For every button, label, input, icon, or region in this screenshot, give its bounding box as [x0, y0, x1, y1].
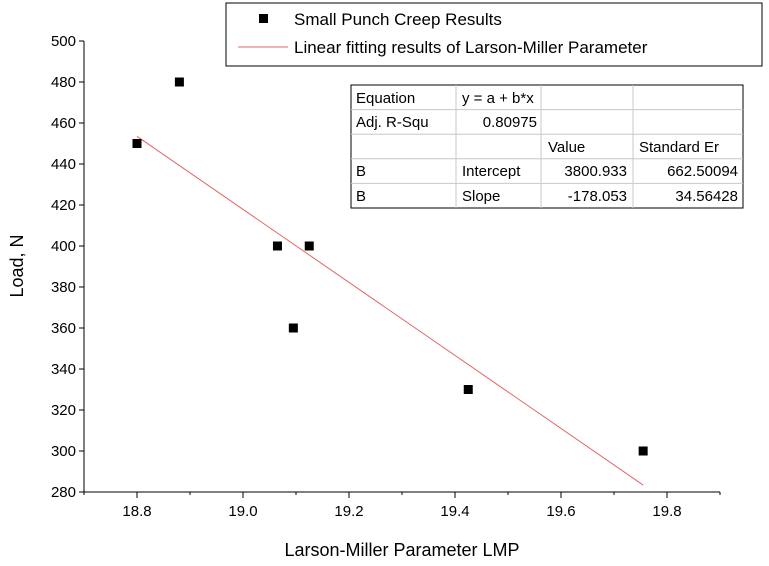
y-tick-label: 340 — [51, 361, 76, 378]
fit-table-cell: 662.50094 — [667, 163, 738, 180]
y-tick-label: 320 — [51, 402, 76, 419]
fit-table: Equation y = a + b*x Adj. R-Squ 0.80975 … — [350, 84, 744, 209]
data-points — [132, 77, 648, 456]
y-tick-label: 420 — [51, 197, 76, 214]
y-tick-label: 440 — [51, 156, 76, 173]
legend-marker-square — [259, 14, 268, 23]
data-point — [132, 139, 142, 148]
fit-table-border — [350, 84, 744, 209]
legend-box — [225, 2, 763, 67]
data-point — [272, 241, 282, 251]
y-axis-title: Load, N — [7, 234, 27, 297]
x-tick-label: 19.0 — [228, 503, 257, 520]
y-tick-label: 280 — [51, 484, 76, 501]
fit-table-cell: y = a + b*x — [462, 90, 534, 107]
y-tick-label: 460 — [51, 115, 76, 132]
y-tick-label: 360 — [51, 320, 76, 337]
y-tick-label: 480 — [51, 74, 76, 91]
fit-table-cell: Standard Er — [639, 139, 719, 156]
data-point — [174, 77, 184, 87]
fit-table-cell: B — [356, 163, 366, 180]
y-tick-label: 380 — [51, 279, 76, 296]
fit-table-cell: B — [356, 188, 366, 205]
fit-table-gridlines — [351, 85, 743, 208]
fit-table-cell: -178.053 — [568, 188, 627, 205]
fit-table-cell: 34.56428 — [675, 188, 738, 205]
fit-table-cell: Equation — [356, 90, 415, 107]
fit-table-cell: Slope — [462, 188, 500, 205]
x-axis-title: Larson-Miller Parameter LMP — [284, 540, 519, 560]
data-point — [463, 385, 473, 394]
legend-label-fit: Linear fitting results of Larson-Miller … — [294, 38, 648, 57]
fit-table-cell: Adj. R-Squ — [356, 114, 429, 131]
y-ticks: 280 300 320 340 360 380 400 420 440 460 480 500 — [51, 33, 84, 501]
y-tick-label: 300 — [51, 443, 76, 460]
x-tick-label: 18.8 — [122, 503, 151, 520]
data-point — [288, 323, 298, 333]
fit-table-cell: 3800.933 — [564, 163, 627, 180]
x-tick-label: 19.8 — [652, 503, 681, 520]
data-point — [638, 446, 648, 456]
x-tick-label: 19.4 — [440, 503, 469, 520]
fit-table-cell: 0.80975 — [483, 114, 537, 131]
fit-line-group — [136, 135, 644, 486]
x-tick-label: 19.6 — [546, 503, 575, 520]
y-tick-label: 500 — [51, 33, 76, 50]
x-ticks: 18.8 19.0 19.2 19.4 19.6 19.8 — [83, 492, 721, 520]
legend-label-points: Small Punch Creep Results — [294, 10, 502, 29]
legend: Small Punch Creep Results Linear fitting… — [225, 2, 763, 67]
fit-line — [136, 135, 644, 486]
x-tick-label: 19.2 — [334, 503, 363, 520]
fit-table-cell: Intercept — [462, 163, 521, 180]
data-point — [304, 241, 314, 251]
fit-table-cell: Value — [548, 139, 585, 156]
y-tick-label: 400 — [51, 238, 76, 255]
